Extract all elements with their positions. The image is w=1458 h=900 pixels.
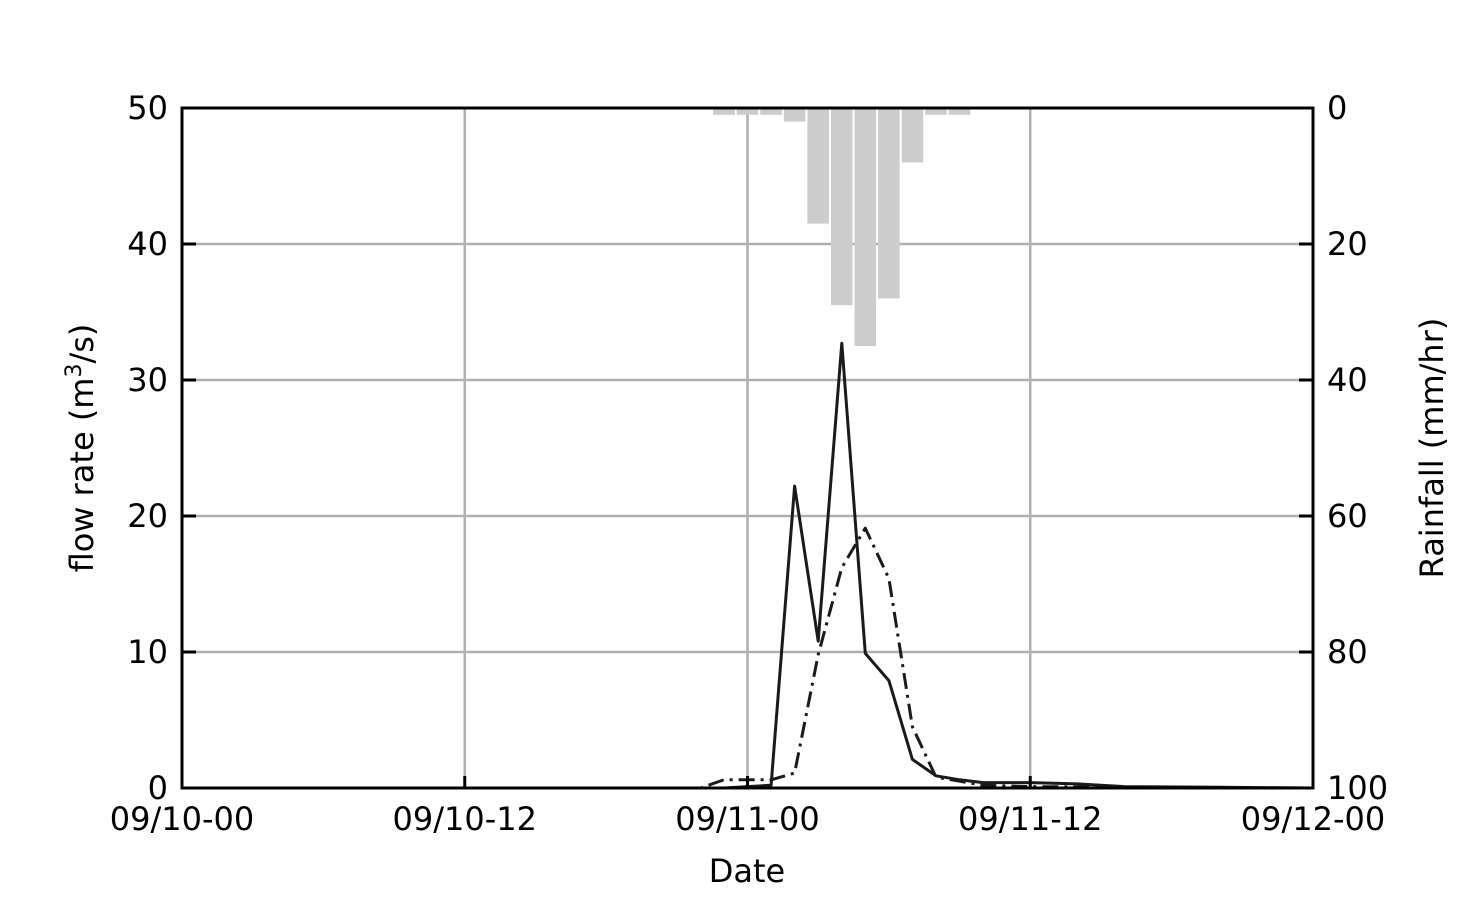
rainfall-bar [878,108,900,299]
rainfall-bar [713,108,735,115]
y-axis-left-title: flow rate (m3/s) [62,324,101,573]
y-left-tick-label: 10 [127,633,168,671]
rainfall-bar [854,108,877,346]
y-right-tick-label: 20 [1327,225,1368,263]
y-axis-right-title: Rainfall (mm/hr) [1413,318,1451,579]
rainfall-bar [783,108,806,122]
x-tick-label: 09/11-12 [958,800,1102,838]
y-left-tick-label: 20 [127,497,168,535]
x-tick-label: 09/10-12 [393,800,537,838]
y-left-tick-label: 0 [148,769,168,807]
y-right-tick-label: 40 [1327,361,1368,399]
y-axis-left-title-prefix: flow rate (m [63,378,101,573]
y-right-tick-label: 60 [1327,497,1368,535]
rainfall-bars [713,108,971,346]
y-left-tick-label: 50 [127,89,168,127]
rainfall-bar [901,108,924,163]
rainfall-bar [807,108,829,224]
y-left-tick-label: 30 [127,361,168,399]
x-tick-label: 09/12-00 [1241,800,1385,838]
x-axis-title: Date [709,852,785,890]
y-left-tick-label: 40 [127,225,168,263]
y-right-tick-label: 80 [1327,633,1368,671]
grid-lines [180,106,1315,790]
y-right-tick-label: 0 [1327,89,1347,127]
y-axis-left-title-superscript: 3 [62,364,87,378]
rainfall-bar [925,108,947,115]
rainfall-bar [948,108,971,115]
x-tick-label: 09/10-00 [110,800,254,838]
y-right-tick-label: 100 [1327,769,1388,807]
rainfall-bar [760,108,782,115]
y-axis-left-title-suffix: /s) [63,324,101,364]
rainfall-bar [830,108,853,306]
x-tick-label: 09/11-00 [675,800,819,838]
axis-ticks: 09/10-00 09/10-12 09/11-00 09/11-12 09/12-00… [110,89,1388,838]
rainfall-bar [736,108,759,115]
